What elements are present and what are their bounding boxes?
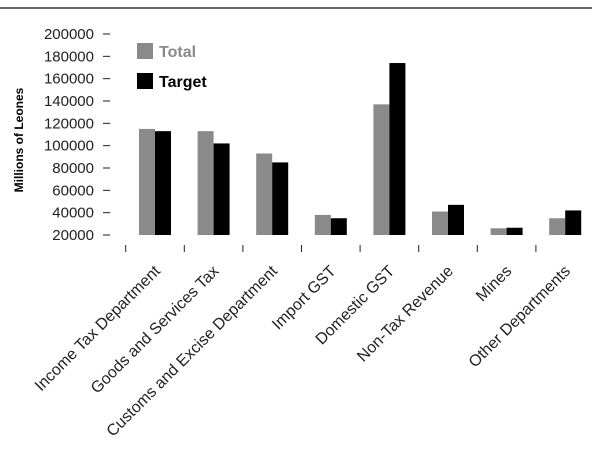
y-tick-label: 20000: [52, 227, 94, 244]
y-tick-label: 160000: [44, 71, 94, 88]
bar-target: [506, 227, 523, 235]
y-tick-label: 60000: [52, 182, 94, 199]
legend-swatch-total: [137, 43, 153, 59]
bar-target: [448, 204, 464, 235]
y-tick-label: 100000: [44, 138, 94, 155]
bar-total: [490, 228, 507, 235]
y-axis: 20000 40000 60000 80000 100000 120000 140000 16…: [44, 26, 110, 244]
y-tick-label: 40000: [52, 205, 94, 222]
bar-target: [389, 63, 406, 236]
y-tick-label: 180000: [44, 48, 94, 65]
bar-total: [139, 128, 155, 235]
bar-target: [155, 131, 171, 235]
bar-total: [256, 153, 273, 235]
legend: Total Target: [137, 43, 207, 91]
legend-swatch-target: [137, 73, 153, 89]
y-tick-label: 120000: [44, 115, 94, 132]
y-tick-label: 140000: [44, 93, 94, 110]
legend-label-target: Target: [159, 74, 207, 91]
bars: [139, 63, 582, 236]
bar-total: [549, 218, 566, 235]
bar-target: [213, 143, 230, 235]
bar-target: [330, 218, 347, 235]
bar-target: [565, 210, 582, 235]
legend-label-total: Total: [159, 44, 196, 61]
y-tick-label: 80000: [52, 160, 94, 177]
x-tick-label: Mines: [473, 263, 515, 305]
y-axis-label: Millions of Leones: [12, 87, 26, 192]
bar-total: [314, 214, 331, 235]
y-tick-label: 200000: [44, 26, 94, 43]
bar-total: [197, 131, 214, 235]
bar-total: [432, 211, 448, 235]
bar-total: [373, 104, 390, 235]
x-tick-label: Other Departments: [466, 263, 574, 371]
bar-target: [272, 162, 289, 235]
